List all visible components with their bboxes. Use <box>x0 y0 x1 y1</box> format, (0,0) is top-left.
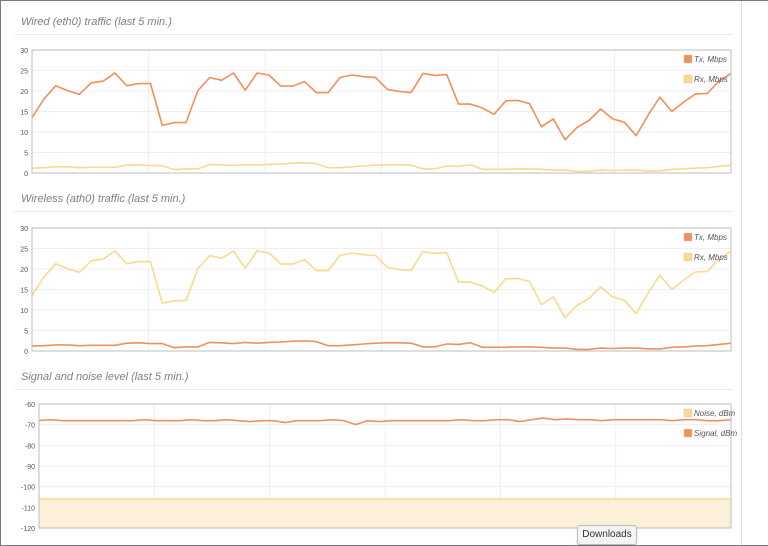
y-tick-label: -80 <box>25 443 35 450</box>
title-separator <box>13 389 733 390</box>
title-separator <box>13 34 733 35</box>
legend-label: Noise, dBm <box>694 409 736 418</box>
series-line <box>31 72 732 141</box>
legend-label: Tx, Mbps <box>694 55 727 64</box>
right-margin <box>741 1 768 545</box>
plot-border <box>31 227 732 352</box>
y-tick-label: 20 <box>20 89 28 96</box>
legend-swatch <box>683 54 693 64</box>
legend-swatch <box>683 408 693 418</box>
y-tick-label: -60 <box>25 402 35 409</box>
y-tick-label: 30 <box>20 48 28 55</box>
y-tick-label: 0 <box>24 171 28 178</box>
series-line <box>31 339 732 351</box>
series-area <box>39 499 731 528</box>
y-tick-label: 0 <box>24 349 28 356</box>
y-tick-label: 25 <box>20 247 28 254</box>
y-tick-label: 30 <box>20 226 28 233</box>
y-tick-label: 20 <box>20 267 28 274</box>
legend-label: Rx, Mbps <box>694 253 728 262</box>
series-line <box>31 250 732 319</box>
chart-title-signal: Signal and noise level (last 5 min.) <box>21 371 189 383</box>
legend-swatch <box>683 74 693 84</box>
downloads-button[interactable]: Downloads <box>577 525 637 545</box>
plot-border <box>31 49 732 174</box>
plot-border <box>38 403 732 529</box>
chart-title-wireless: Wireless (ath0) traffic (last 5 min.) <box>21 193 186 205</box>
y-tick-label: 25 <box>20 69 28 76</box>
title-separator <box>13 211 733 212</box>
legend-label: Tx, Mbps <box>694 233 727 242</box>
series-line <box>38 417 732 426</box>
series-line <box>31 162 732 173</box>
legend-swatch <box>683 428 693 438</box>
y-tick-label: 10 <box>20 130 28 137</box>
y-tick-label: 10 <box>20 308 28 315</box>
y-tick-label: -120 <box>21 526 35 533</box>
y-tick-label: 15 <box>20 110 28 117</box>
legend-swatch <box>683 252 693 262</box>
y-tick-label: -70 <box>25 423 35 430</box>
y-tick-label: 5 <box>24 151 28 158</box>
legend-label: Signal, dBm <box>694 429 737 438</box>
y-tick-label: 15 <box>20 288 28 295</box>
y-tick-label: -90 <box>25 464 35 471</box>
y-tick-label: -110 <box>22 505 36 512</box>
y-tick-label: -100 <box>21 485 35 492</box>
legend-label: Rx, Mbps <box>694 75 728 84</box>
chart-title-wired: Wired (eth0) traffic (last 5 min.) <box>21 16 172 28</box>
legend-swatch <box>683 232 693 242</box>
y-tick-label: 5 <box>24 329 28 336</box>
